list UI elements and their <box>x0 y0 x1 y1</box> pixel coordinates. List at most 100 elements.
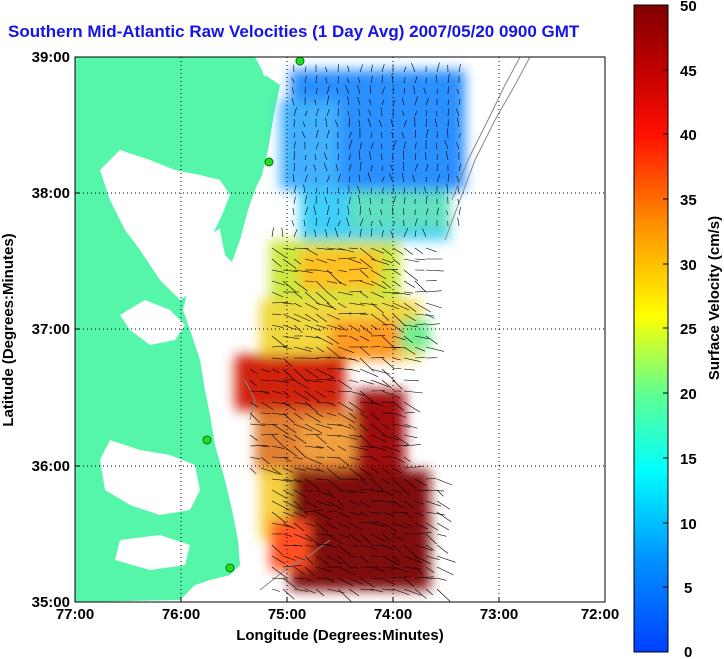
velocity-arrow <box>425 335 438 345</box>
velocity-arrow <box>414 532 432 535</box>
velocity-arrow <box>304 291 321 306</box>
velocity-arrow <box>315 108 319 117</box>
velocity-arrow <box>260 390 270 395</box>
velocity-arrow <box>348 555 358 558</box>
velocity-arrow <box>271 301 289 304</box>
velocity-arrow <box>370 478 385 491</box>
velocity-arrow <box>392 187 395 194</box>
velocity-arrow <box>326 129 330 139</box>
velocity-arrow <box>326 412 337 417</box>
velocity-arrow <box>414 230 417 238</box>
velocity-arrow <box>424 186 427 194</box>
velocity-arrow <box>359 521 380 524</box>
velocity-arrow <box>403 302 417 312</box>
velocity-arrow <box>370 588 383 593</box>
velocity-arrow <box>303 184 306 194</box>
velocity-arrow <box>337 401 354 412</box>
velocity-arrow <box>392 313 406 327</box>
velocity-arrow <box>304 335 322 339</box>
velocity-arrow <box>348 302 365 306</box>
velocity-arrow <box>359 205 361 216</box>
velocity-arrow <box>326 555 343 565</box>
velocity-arrow <box>402 150 405 161</box>
velocity-arrow <box>425 555 440 560</box>
velocity-arrow <box>315 258 328 264</box>
velocity-arrow <box>291 97 295 106</box>
velocity-arrow <box>370 412 381 422</box>
velocity-arrow <box>403 120 407 128</box>
velocity-arrow <box>370 75 373 84</box>
velocity-arrow <box>381 434 399 441</box>
velocity-arrow <box>370 423 386 436</box>
velocity-arrow <box>381 280 392 289</box>
velocity-arrow <box>425 511 445 516</box>
station-marker <box>225 563 235 573</box>
velocity-arrow <box>436 62 440 73</box>
velocity-arrow <box>304 544 315 548</box>
velocity-arrow <box>414 522 428 530</box>
velocity-arrow <box>381 390 401 399</box>
velocity-arrow <box>304 412 321 423</box>
velocity-arrow <box>315 434 327 445</box>
velocity-arrow <box>348 533 362 543</box>
velocity-arrow <box>315 291 330 305</box>
velocity-arrow <box>457 186 460 194</box>
velocity-arrow <box>425 118 427 128</box>
velocity-arrow <box>381 323 394 326</box>
velocity-arrow <box>436 577 447 581</box>
velocity-arrow <box>414 76 418 84</box>
velocity-arrow <box>359 445 376 448</box>
velocity-arrow <box>359 500 370 507</box>
velocity-arrow <box>282 467 294 473</box>
velocity-arrow <box>315 187 318 194</box>
velocity-arrow <box>414 218 418 227</box>
velocity-arrow <box>392 489 402 494</box>
velocity-arrow <box>337 220 341 227</box>
velocity-arrow <box>401 131 405 139</box>
velocity-arrow <box>425 489 445 492</box>
velocity-arrow <box>412 174 416 183</box>
velocity-arrow <box>304 154 307 161</box>
velocity-arrow <box>370 64 373 73</box>
velocity-arrow <box>380 107 383 117</box>
colorbar-tick-label: 5 <box>684 580 692 597</box>
velocity-arrow <box>282 368 296 381</box>
velocity-arrow <box>359 456 372 458</box>
velocity-arrow <box>348 577 364 585</box>
velocity-arrow <box>425 346 445 352</box>
velocity-arrow <box>337 577 354 587</box>
velocity-arrow <box>436 88 438 95</box>
velocity-arrow <box>445 210 449 216</box>
velocity-arrow <box>414 566 424 576</box>
velocity-arrow <box>335 164 339 172</box>
velocity-arrow <box>337 269 347 273</box>
velocity-arrow <box>348 511 362 516</box>
velocity-arrow <box>348 434 363 438</box>
x-tick-label: 77:00 <box>56 606 94 623</box>
velocity-arrow <box>348 258 362 264</box>
velocity-arrow <box>381 313 390 321</box>
velocity-arrow <box>337 500 345 508</box>
velocity-arrow <box>359 368 379 378</box>
velocity-arrow <box>304 324 322 332</box>
velocity-arrow <box>304 555 313 564</box>
velocity-arrow <box>403 566 422 570</box>
velocity-arrow <box>249 379 257 387</box>
velocity-arrow <box>370 544 385 547</box>
velocity-arrow <box>315 511 333 521</box>
velocity-arrow <box>315 335 334 345</box>
velocity-arrow <box>358 195 361 205</box>
velocity-arrow <box>390 230 394 238</box>
velocity-arrow <box>401 172 405 183</box>
velocity-arrow <box>457 217 460 227</box>
velocity-arrow <box>345 85 350 95</box>
velocity-arrow <box>402 161 405 172</box>
velocity-arrow <box>291 77 295 84</box>
velocity-arrow <box>282 533 293 537</box>
velocity-arrow <box>392 412 407 418</box>
x-tick-label: 74:00 <box>374 606 412 623</box>
velocity-arrow <box>325 229 328 238</box>
velocity-arrow <box>348 324 360 332</box>
velocity-arrow <box>313 205 317 216</box>
